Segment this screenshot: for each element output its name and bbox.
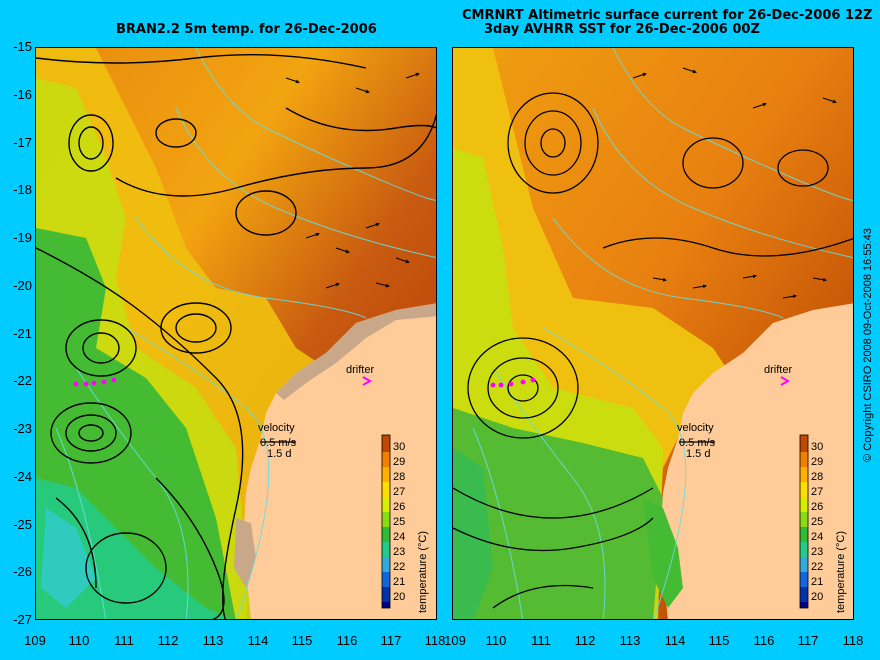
y-tick-label: -17 <box>13 135 32 150</box>
velocity-scale: 0.5 m/s <box>679 437 716 449</box>
shark-bay-shelf <box>234 518 256 588</box>
x-tick-label: 110 <box>485 633 507 648</box>
copyright-text: © Copyright CSIRO 2008 09-Oct-2008 16:55… <box>862 228 874 462</box>
x-tick-label: 114 <box>247 633 269 648</box>
y-tick-label: -27 <box>13 612 32 627</box>
x-tick-label: 118 <box>842 633 864 648</box>
x-tick-label: 116 <box>753 633 775 648</box>
colorbar-tick: 30 <box>811 441 823 453</box>
colorbar-tick: 23 <box>811 546 823 558</box>
velocity-arrows <box>632 67 837 299</box>
colorbar-tick: 21 <box>393 576 405 588</box>
colorbar-tick: 27 <box>811 486 823 498</box>
colorbar-ticks-right: 30 29 28 27 26 25 24 23 22 21 20 <box>811 441 823 603</box>
x-tick-label: 116 <box>336 633 358 648</box>
colorbar-tick: 30 <box>393 441 405 453</box>
y-tick-label: -26 <box>13 564 32 579</box>
colorbar-tick: 25 <box>393 516 405 528</box>
colorbar-tick: 26 <box>393 501 405 513</box>
y-tick-label: -23 <box>13 421 32 436</box>
x-tick-label: 118 <box>424 633 446 648</box>
colorbar-tick: 27 <box>393 486 405 498</box>
left-map-svg: drifter velocity 0.5 m/s 1.5 d 30 29 28 … <box>36 48 436 619</box>
colorbar-tick: 20 <box>393 591 405 603</box>
x-tick-label: 117 <box>797 633 819 648</box>
left-map-panel: drifter velocity 0.5 m/s 1.5 d 30 29 28 … <box>35 47 437 620</box>
colorbar-tick: 28 <box>393 471 405 483</box>
colorbar-tick: 20 <box>811 591 823 603</box>
drifter-arrow-icon <box>362 376 373 386</box>
colorbar-label: temperature (°C) <box>835 531 847 613</box>
sst-green-patch <box>453 448 493 619</box>
x-tick-label: 111 <box>114 633 134 648</box>
x-tick-label: 115 <box>708 633 730 648</box>
colorbar-tick: 22 <box>811 561 823 573</box>
velocity-label: velocity <box>258 422 295 434</box>
colorbar-tick: 29 <box>393 456 405 468</box>
colorbar-tick: 29 <box>811 456 823 468</box>
velocity-streamlines <box>36 53 436 619</box>
coastal-shelf <box>276 303 436 400</box>
y-tick-label: -15 <box>13 39 32 54</box>
drifter-label: drifter <box>346 364 374 376</box>
sst-green-zone <box>453 408 663 619</box>
x-tick-label: 115 <box>291 633 313 648</box>
right-map-svg: drifter velocity 0.5 m/s 1.5 d 30 29 28 … <box>453 48 853 619</box>
y-tick-label: -24 <box>13 469 32 484</box>
colorbar-tick: 23 <box>393 546 405 558</box>
colorbar-left <box>381 434 391 609</box>
drifter-label: drifter <box>764 364 792 376</box>
x-tick-label: 110 <box>68 633 90 648</box>
right-panel-title-line2: 3day AVHRR SST for 26-Dec-2006 00Z <box>484 22 760 37</box>
colorbar-tick: 24 <box>811 531 823 543</box>
shark-bay-water <box>643 498 683 608</box>
y-tick-label: -19 <box>13 230 32 245</box>
drifter-track <box>490 377 536 388</box>
drifter-arrow-icon <box>780 376 791 386</box>
right-panel-title-line1: CMRNRT Altimetric surface current for 26… <box>462 8 873 23</box>
colorbar-label: temperature (°C) <box>417 531 429 613</box>
colorbar-tick: 28 <box>811 471 823 483</box>
y-tick-label: -21 <box>13 326 32 341</box>
colorbar-tick: 21 <box>811 576 823 588</box>
colorbar-right <box>799 434 809 609</box>
x-tick-label: 114 <box>664 633 686 648</box>
y-tick-label: -16 <box>13 87 32 102</box>
x-tick-label: 109 <box>444 633 466 648</box>
colorbar-tick: 24 <box>393 531 405 543</box>
velocity-streamlines <box>453 92 853 609</box>
velocity-scale: 0.5 m/s <box>260 437 297 449</box>
drifter-track <box>73 377 117 387</box>
x-tick-label: 113 <box>619 633 641 648</box>
y-tick-label: -18 <box>13 182 32 197</box>
colorbar-tick: 26 <box>811 501 823 513</box>
velocity-days: 1.5 d <box>686 448 710 460</box>
colorbar-ticks-left: 30 29 28 27 26 25 24 23 22 21 20 <box>393 441 405 603</box>
velocity-days: 1.5 d <box>267 448 291 460</box>
sst-cyan-patch <box>41 508 96 608</box>
bathymetry-contours <box>472 48 853 619</box>
velocity-label: velocity <box>677 422 714 434</box>
colorbar-tick: 22 <box>393 561 405 573</box>
x-tick-label: 109 <box>24 633 46 648</box>
left-panel-title: BRAN2.2 5m temp. for 26-Dec-2006 <box>116 22 377 37</box>
x-tick-label: 113 <box>202 633 224 648</box>
x-tick-label: 111 <box>531 633 551 648</box>
right-map-panel: drifter velocity 0.5 m/s 1.5 d 30 29 28 … <box>452 47 854 620</box>
x-tick-label: 112 <box>574 633 596 648</box>
colorbar-tick: 25 <box>811 516 823 528</box>
velocity-arrows <box>285 72 420 289</box>
y-tick-label: -22 <box>13 373 32 388</box>
y-tick-label: -20 <box>13 278 32 293</box>
y-tick-label: -25 <box>13 517 32 532</box>
x-tick-label: 117 <box>380 633 402 648</box>
x-tick-label: 112 <box>157 633 179 648</box>
